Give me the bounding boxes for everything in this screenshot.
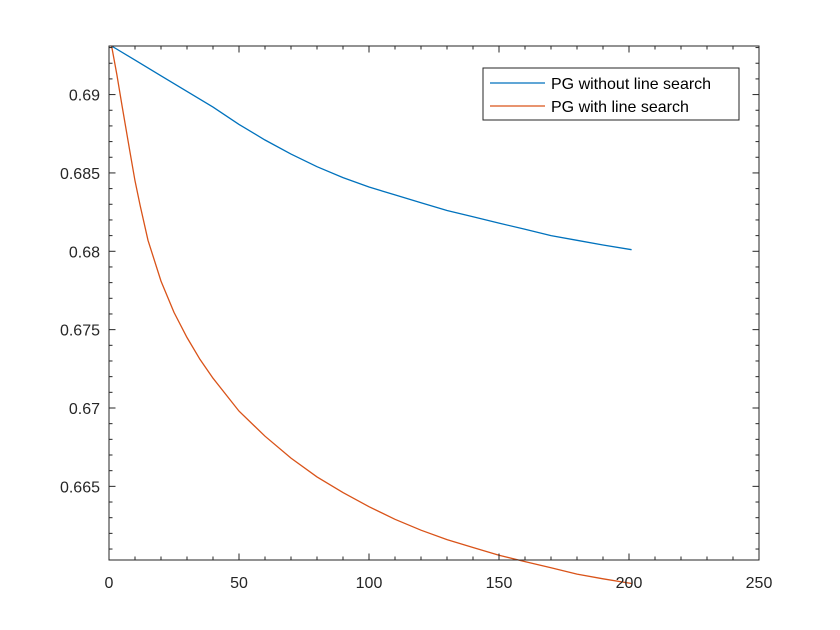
tick-layer bbox=[108, 46, 760, 560]
x-tick-label: 50 bbox=[230, 575, 248, 592]
y-tick-label: 0.69 bbox=[69, 88, 100, 105]
y-tick-label: 0.675 bbox=[60, 323, 100, 340]
series-line-pg-without-line-search bbox=[111, 45, 632, 251]
x-tick-label: 150 bbox=[486, 575, 513, 592]
series-line-pg-with-line-search bbox=[110, 45, 632, 585]
x-tick-label: 200 bbox=[616, 575, 643, 592]
x-tick-label: 100 bbox=[356, 575, 383, 592]
legend: PG without line search PG with line sear… bbox=[482, 67, 740, 121]
legend-label-pg-with-line-search: PG with line search bbox=[551, 99, 689, 116]
plot-area bbox=[109, 46, 759, 560]
y-tick-label: 0.68 bbox=[69, 244, 100, 261]
x-tick-label: 0 bbox=[105, 575, 114, 592]
axes-box bbox=[108, 45, 760, 561]
x-tick-label: 250 bbox=[746, 575, 773, 592]
legend-box bbox=[482, 67, 740, 121]
y-tick-label: 0.67 bbox=[69, 401, 100, 418]
y-tick-label: 0.685 bbox=[60, 166, 100, 183]
y-tick-label: 0.665 bbox=[60, 479, 100, 496]
x-tick-labels: 0 50 100 150 200 250 bbox=[105, 575, 773, 592]
y-tick-labels: 0.665 0.67 0.675 0.68 0.685 0.69 bbox=[60, 88, 100, 497]
series-layer bbox=[110, 45, 632, 585]
legend-label-pg-without-line-search: PG without line search bbox=[551, 76, 711, 93]
